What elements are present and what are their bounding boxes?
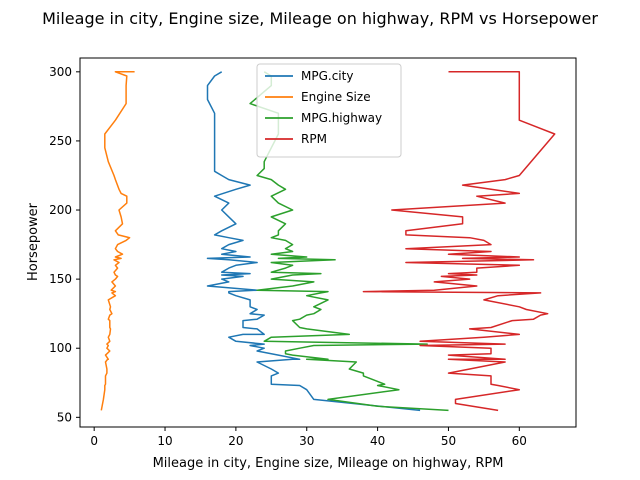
- y-tick-label-1: 100: [49, 341, 72, 355]
- legend: MPG.city Engine Size MPG.highway RPM: [256, 63, 402, 158]
- y-tick-label-2: 150: [49, 272, 72, 286]
- y-tick-label-3: 200: [49, 203, 72, 217]
- legend-label-1: Engine Size: [301, 90, 371, 104]
- x-tick-label-4: 40: [370, 434, 385, 448]
- x-tick-label-0: 0: [90, 434, 98, 448]
- chart-title: Mileage in city, Engine size, Mileage on…: [42, 9, 598, 28]
- y-tick-label-4: 250: [49, 134, 72, 148]
- series-lines: [100, 71, 556, 412]
- x-tick-label-3: 30: [299, 434, 314, 448]
- x-tick-label-5: 50: [441, 434, 456, 448]
- y-axis: 50 100 150 200 250 300: [49, 65, 80, 424]
- legend-box: [256, 63, 402, 158]
- legend-label-2: MPG.highway: [301, 111, 382, 125]
- legend-label-0: MPG.city: [301, 69, 353, 83]
- x-tick-label-2: 20: [228, 434, 243, 448]
- x-tick-label-6: 60: [512, 434, 527, 448]
- x-axis: 0 10 20 30 40 50 60: [90, 427, 527, 448]
- series-line-2: [249, 71, 449, 412]
- series-line-1: [100, 71, 135, 411]
- x-tick-label-1: 10: [157, 434, 172, 448]
- series-line-3: [362, 71, 556, 412]
- plot-frame: [79, 57, 577, 428]
- y-tick-label-0: 50: [57, 410, 72, 424]
- legend-label-3: RPM: [301, 132, 327, 146]
- y-axis-label: Horsepower: [26, 202, 41, 281]
- y-tick-label-5: 300: [49, 65, 72, 79]
- x-axis-label: Mileage in city, Engine size, Mileage on…: [153, 456, 504, 471]
- series-line-0: [206, 71, 421, 412]
